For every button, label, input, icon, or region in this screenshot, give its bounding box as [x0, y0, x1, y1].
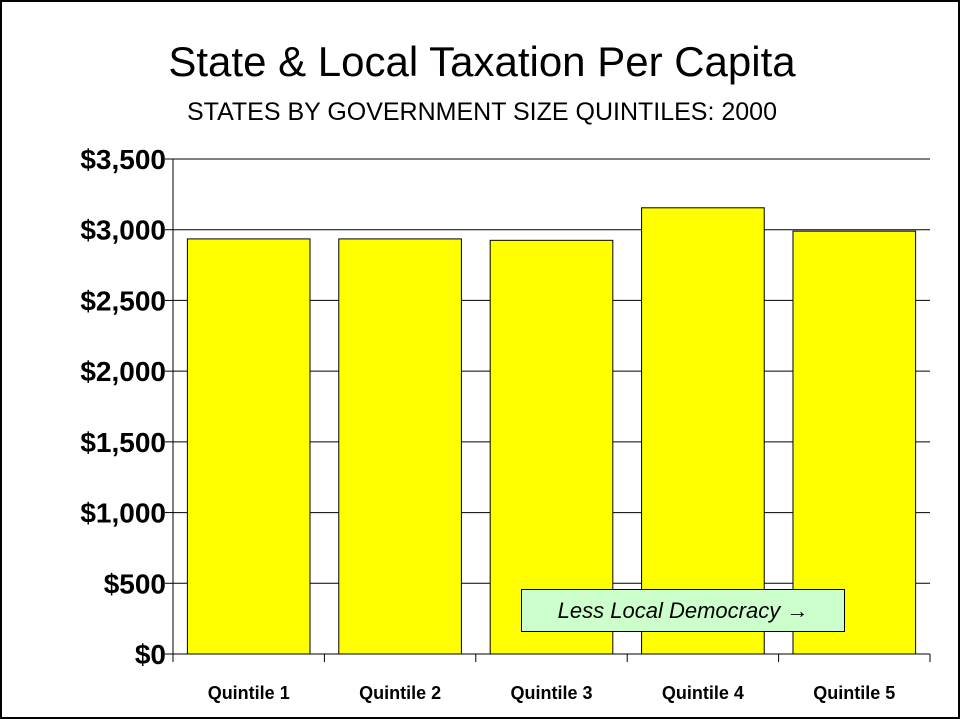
- bar-quintile-3: [489, 239, 614, 655]
- chart-subtitle: STATES BY GOVERNMENT SIZE QUINTILES: 200…: [187, 98, 777, 126]
- x-tick-label: Quintile 5: [813, 683, 895, 703]
- y-tick-label: $3,000: [80, 215, 166, 246]
- x-tick-label: Quintile 1: [208, 683, 290, 703]
- bar-quintile-5: [792, 230, 917, 655]
- annotation-less-local-democracy: Less Local Democracy →: [521, 589, 845, 632]
- bar-quintile-4: [641, 207, 765, 655]
- y-tick-label: $1,000: [80, 498, 166, 529]
- y-tick-label: $3,500: [80, 144, 166, 175]
- bars: [186, 207, 917, 655]
- bar-quintile-1: [186, 238, 311, 655]
- axes: [165, 158, 931, 662]
- y-tick-label: $2,500: [80, 285, 166, 316]
- y-tick-label: $1,500: [80, 427, 166, 458]
- bar-quintile-2: [338, 238, 462, 655]
- y-tick-label: $500: [104, 568, 166, 599]
- y-tick-labels: $0 $500 $1,000 $1,500 $2,000 $2,500 $3,000 $3,5…: [80, 144, 166, 670]
- x-tick-labels: Quintile 1 Quintile 2 Quintile 3 Quintile 4…: [208, 683, 896, 703]
- x-tick-label: Quintile 2: [359, 683, 441, 703]
- y-tick-label: $2,000: [80, 356, 166, 387]
- chart-title: State & Local Taxation Per Capita: [168, 38, 796, 85]
- x-tick-label: Quintile 3: [510, 683, 592, 703]
- y-tick-label: $0: [135, 639, 166, 670]
- x-tick-label: Quintile 4: [662, 683, 744, 703]
